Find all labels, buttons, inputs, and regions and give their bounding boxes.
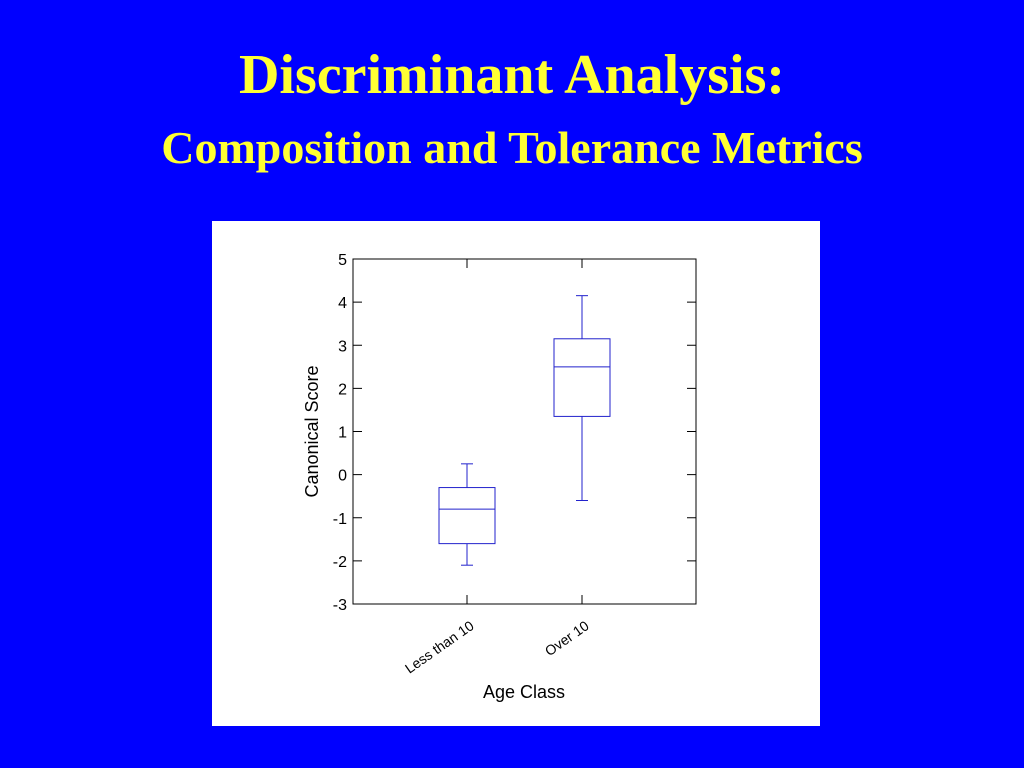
x-axis-title: Age Class	[483, 682, 565, 702]
y-tick-label: -3	[333, 597, 347, 614]
slide-title: Discriminant Analysis:	[238, 44, 786, 106]
chart-panel: -3 -2 -1 0 1 2 3 4 5 Less than 10 Over 10 Canonic…	[212, 221, 820, 726]
plot-frame	[352, 258, 697, 605]
y-tick-label: 0	[338, 468, 347, 485]
y-tick-label: -1	[333, 511, 347, 528]
x-tick-label: Less than 10	[402, 617, 477, 676]
y-tick-label: -2	[333, 554, 347, 571]
y-tick-label: 3	[338, 338, 347, 355]
slide-subtitle: Composition and Tolerance Metrics	[161, 122, 863, 173]
box-plot-chart: -3 -2 -1 0 1 2 3 4 5 Less than 10 Over 10 Canonic…	[302, 252, 697, 702]
y-tick-label: 4	[338, 295, 347, 312]
y-tick-label: 1	[338, 425, 347, 442]
y-tick-label: 2	[338, 381, 347, 398]
iqr-box	[438, 487, 496, 545]
iqr-box	[553, 338, 611, 417]
box-0	[438, 463, 496, 566]
x-tick-label: Over 10	[542, 617, 592, 659]
y-tick-label: 5	[338, 252, 347, 269]
box-1	[553, 295, 611, 501]
y-axis-title: Canonical Score	[302, 365, 322, 497]
